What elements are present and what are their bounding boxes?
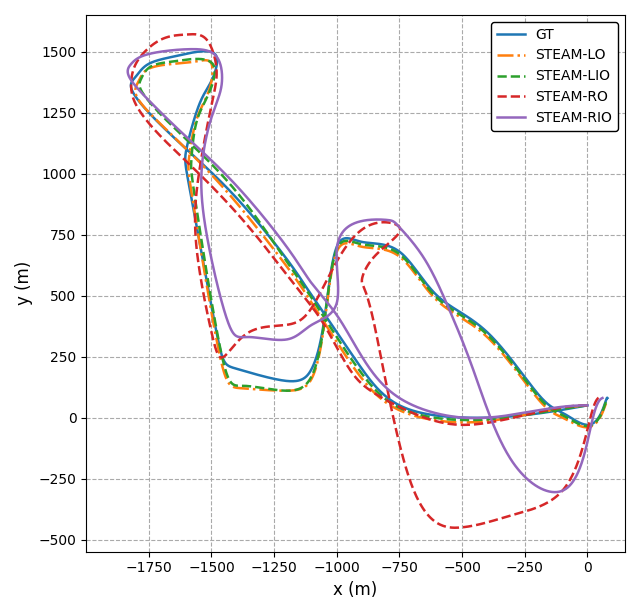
STEAM-RO <box>202 133 209 141</box>
STEAM-LIO <box>205 90 212 98</box>
GT <box>380 241 387 248</box>
GT <box>584 402 591 409</box>
X-axis label: x (m): x (m) <box>333 581 378 599</box>
GT <box>598 406 606 414</box>
STEAM-LIO <box>193 55 201 63</box>
STEAM-LIO <box>380 243 387 251</box>
STEAM-RO <box>598 394 606 402</box>
STEAM-LIO <box>472 416 480 424</box>
STEAM-RO <box>212 80 220 88</box>
GT <box>584 421 591 429</box>
STEAM-RIO <box>598 394 606 402</box>
STEAM-LIO <box>211 64 218 72</box>
STEAM-RO <box>189 31 196 38</box>
STEAM-RO <box>372 251 380 258</box>
STEAM-RO <box>582 431 590 438</box>
Legend: GT, STEAM-LO, STEAM-LIO, STEAM-RO, STEAM-RIO: GT, STEAM-LO, STEAM-LIO, STEAM-RO, STEAM… <box>491 22 618 131</box>
GT <box>604 394 611 402</box>
STEAM-RIO <box>550 489 558 496</box>
GT <box>599 406 607 413</box>
STEAM-RO <box>582 430 590 437</box>
STEAM-LIO <box>584 402 591 409</box>
STEAM-RIO <box>189 45 197 53</box>
STEAM-LO <box>604 397 611 404</box>
STEAM-RIO <box>469 414 477 422</box>
STEAM-LO <box>584 402 591 409</box>
STEAM-RIO <box>388 217 396 225</box>
STEAM-RO <box>451 524 459 531</box>
STEAM-LO <box>205 88 212 95</box>
STEAM-RO <box>584 402 591 409</box>
Line: STEAM-LIO: STEAM-LIO <box>140 59 607 426</box>
GT <box>201 47 209 55</box>
GT <box>207 78 215 85</box>
STEAM-LO <box>472 418 480 426</box>
STEAM-RIO <box>584 439 591 446</box>
Line: STEAM-RO: STEAM-RO <box>131 34 602 527</box>
STEAM-LO <box>583 424 591 431</box>
STEAM-LO <box>380 246 387 253</box>
STEAM-RO <box>462 421 470 429</box>
STEAM-LO <box>598 409 606 416</box>
GT <box>213 55 221 62</box>
STEAM-LO <box>201 56 209 64</box>
STEAM-RIO <box>583 440 591 448</box>
Line: STEAM-LO: STEAM-LO <box>135 60 607 427</box>
STEAM-RIO <box>584 402 591 409</box>
STEAM-LIO <box>599 407 607 414</box>
STEAM-RIO <box>214 97 221 104</box>
STEAM-LIO <box>583 422 591 430</box>
STEAM-LIO <box>604 395 611 403</box>
Line: GT: GT <box>131 51 607 425</box>
Y-axis label: y (m): y (m) <box>15 261 33 306</box>
GT <box>472 414 480 421</box>
STEAM-LO <box>599 408 607 416</box>
STEAM-LO <box>208 62 216 69</box>
STEAM-RIO <box>218 68 226 76</box>
STEAM-LIO <box>598 408 606 415</box>
Line: STEAM-RIO: STEAM-RIO <box>128 49 602 492</box>
